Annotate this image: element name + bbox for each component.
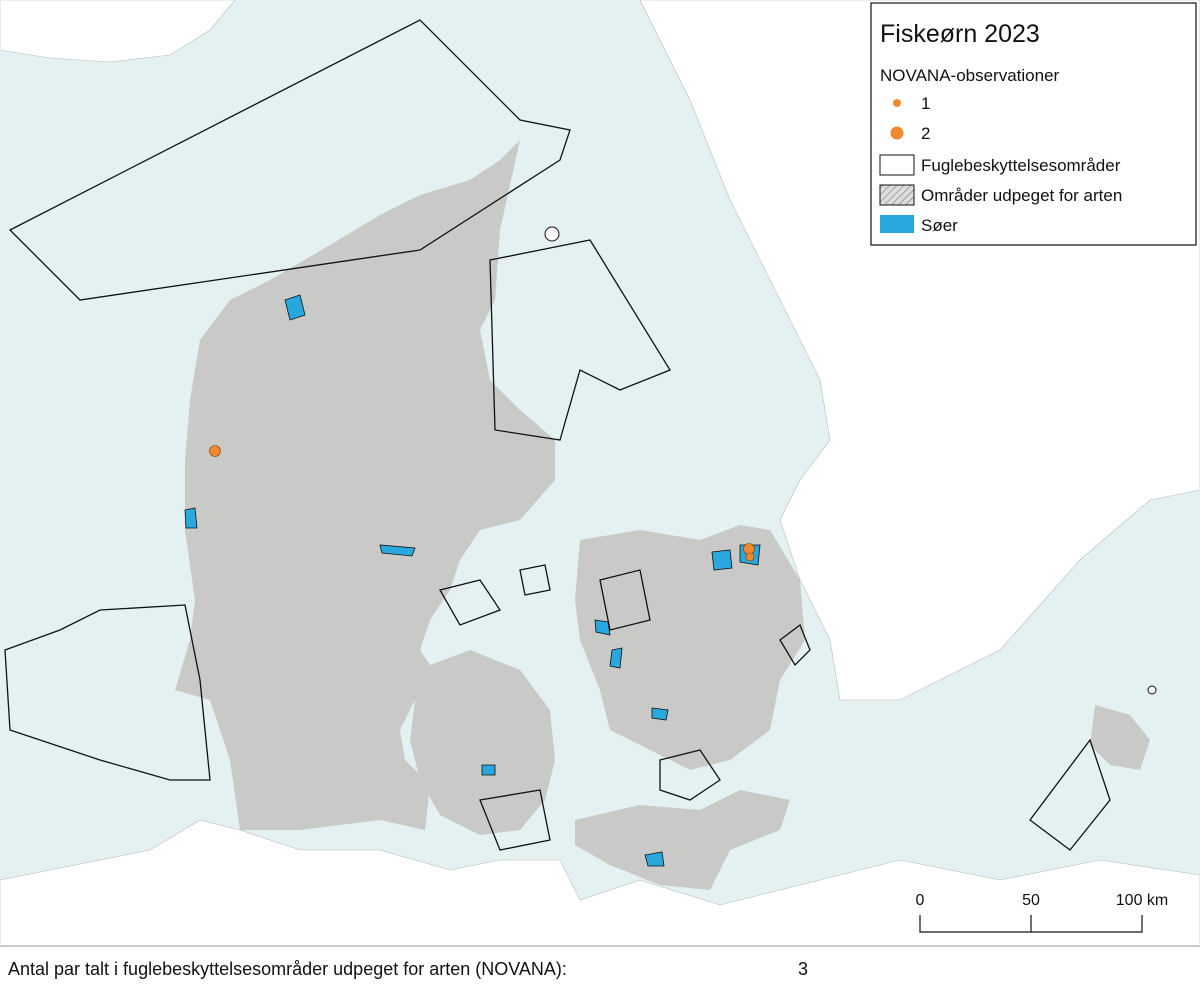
scale-label: 100 km [1116,892,1168,909]
scale-bar: 0 50 100 km [916,892,1168,933]
legend-symbol [893,99,901,107]
lake [644,851,665,867]
lake [609,647,623,669]
observation-point [745,552,755,562]
protected-area [659,749,721,801]
footer-value: 3 [798,959,808,979]
legend-symbol [879,184,915,206]
legend-symbol [880,215,914,233]
lake [481,764,496,776]
observation-point [209,445,221,457]
lake [184,507,198,529]
legend-label: 1 [921,94,930,113]
bornholm [1090,705,1150,770]
protected-area [439,579,501,626]
scale-line [919,915,1143,933]
legend-label: Områder udpeget for arten [921,186,1122,205]
legend: Fiskeørn 2023 NOVANA-observationer 1 2 F… [870,2,1197,246]
funen [410,650,555,835]
lake [651,707,669,721]
footer-label: Antal par talt i fuglebeskyttelsesområde… [8,959,567,979]
zealand [575,525,805,770]
legend-subtitle: NOVANA-observationer [880,66,1060,85]
protected-area [479,789,551,851]
protected-area [519,564,551,596]
jutland [175,140,555,830]
lolland-falster [575,790,790,890]
protected-area [8,19,571,301]
legend-label: Fuglebeskyttelsesområder [921,156,1121,175]
lake [594,619,611,636]
protected-area [599,569,651,631]
legend-title: Fiskeørn 2023 [880,20,1040,48]
protected-area [1147,685,1157,695]
norway [0,0,236,63]
protected-area [489,239,671,441]
lake [379,544,416,557]
legend-symbol [890,126,904,140]
scale-label: 50 [1022,892,1040,909]
lake [711,549,733,571]
legend-symbol [879,154,915,176]
protected-area [4,604,211,781]
lake [284,294,306,321]
protected-area [1029,738,1111,851]
legend-box [870,2,1197,246]
protected-area [779,623,811,667]
germany [0,819,1200,947]
legend-label: Søer [921,216,958,235]
protected-area [544,226,560,242]
scale-label: 0 [916,892,925,909]
legend-label: 2 [921,124,930,143]
